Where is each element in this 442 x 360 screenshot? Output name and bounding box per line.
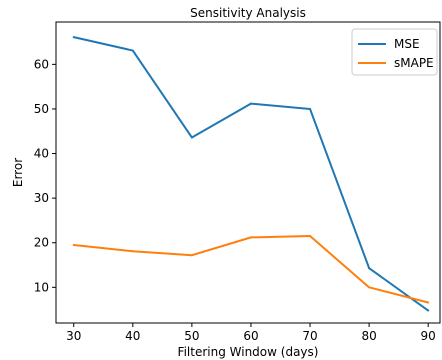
x-tick-label: 60 — [243, 329, 258, 343]
y-tick-label: 50 — [34, 102, 49, 116]
x-axis-label: Filtering Window (days) — [178, 345, 319, 359]
x-tick-label: 50 — [184, 329, 199, 343]
chart-title: Sensitivity Analysis — [190, 6, 306, 20]
x-tick-label: 90 — [421, 329, 436, 343]
data-point-smape — [368, 286, 371, 289]
y-tick-label: 60 — [34, 57, 49, 71]
data-point-smape — [309, 235, 312, 238]
data-point-mse — [249, 102, 252, 105]
y-tick-label: 30 — [34, 191, 49, 205]
legend-label: MSE — [394, 37, 420, 51]
data-point-smape — [190, 254, 193, 257]
legend-label: sMAPE — [394, 56, 434, 70]
axes — [55, 21, 441, 324]
ticks: 30 40 50 60 70 80 90 10 20 30 40 50 60 — [34, 57, 436, 343]
data-point-smape — [72, 243, 75, 246]
series-lines — [72, 36, 430, 312]
x-tick-label: 30 — [66, 329, 81, 343]
y-tick-label: 20 — [34, 236, 49, 250]
data-point-smape — [249, 236, 252, 239]
y-tick-label: 40 — [34, 147, 49, 161]
y-tick-label: 10 — [34, 280, 49, 294]
x-tick-label: 40 — [125, 329, 140, 343]
data-point-mse — [368, 267, 371, 270]
x-tick-label: 80 — [361, 329, 376, 343]
data-point-mse — [131, 49, 134, 52]
data-point-mse — [309, 107, 312, 110]
legend: MSE sMAPE — [351, 28, 438, 76]
data-point-smape — [427, 301, 430, 304]
data-point-smape — [131, 250, 134, 253]
data-point-mse — [427, 309, 430, 312]
x-tick-label: 70 — [302, 329, 317, 343]
plot-frame — [55, 21, 441, 324]
series-line-mse — [73, 36, 429, 312]
data-point-mse — [190, 136, 193, 139]
y-axis-label: Error — [11, 158, 25, 187]
series-line-smape — [73, 235, 429, 304]
data-point-mse — [72, 36, 75, 39]
